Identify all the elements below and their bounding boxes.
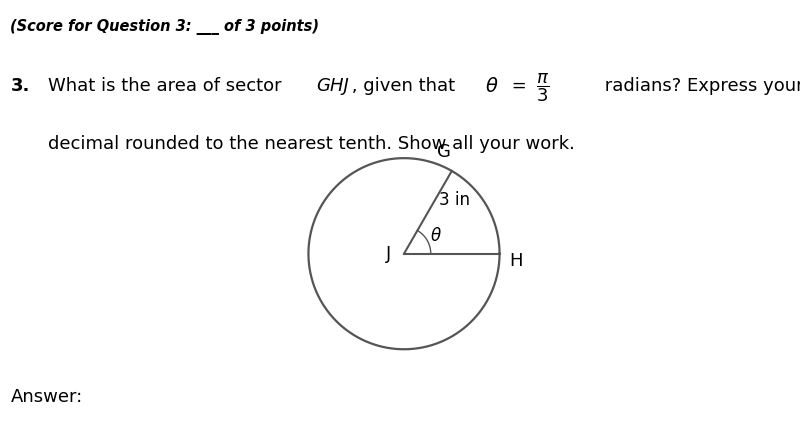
Text: 3.: 3. xyxy=(10,77,30,95)
Text: $\dfrac{\pi}{3}$: $\dfrac{\pi}{3}$ xyxy=(535,71,549,104)
Text: G: G xyxy=(437,143,451,161)
Text: radians? Express your answer in terms of: radians? Express your answer in terms of xyxy=(599,77,800,95)
Text: H: H xyxy=(509,252,522,270)
Text: GHJ: GHJ xyxy=(316,77,349,95)
Text: , given that: , given that xyxy=(346,77,461,95)
Text: 3 in: 3 in xyxy=(439,190,470,209)
Text: $\theta$: $\theta$ xyxy=(485,77,498,96)
Text: $\theta$: $\theta$ xyxy=(430,227,442,245)
Text: What is the area of sector: What is the area of sector xyxy=(48,77,287,95)
Text: =: = xyxy=(506,77,532,95)
Text: Answer:: Answer: xyxy=(10,388,82,406)
Text: decimal rounded to the nearest tenth. Show all your work.: decimal rounded to the nearest tenth. Sh… xyxy=(48,135,575,154)
Text: (Score for Question 3: ___ of 3 points): (Score for Question 3: ___ of 3 points) xyxy=(10,19,319,35)
Text: J: J xyxy=(386,245,391,263)
